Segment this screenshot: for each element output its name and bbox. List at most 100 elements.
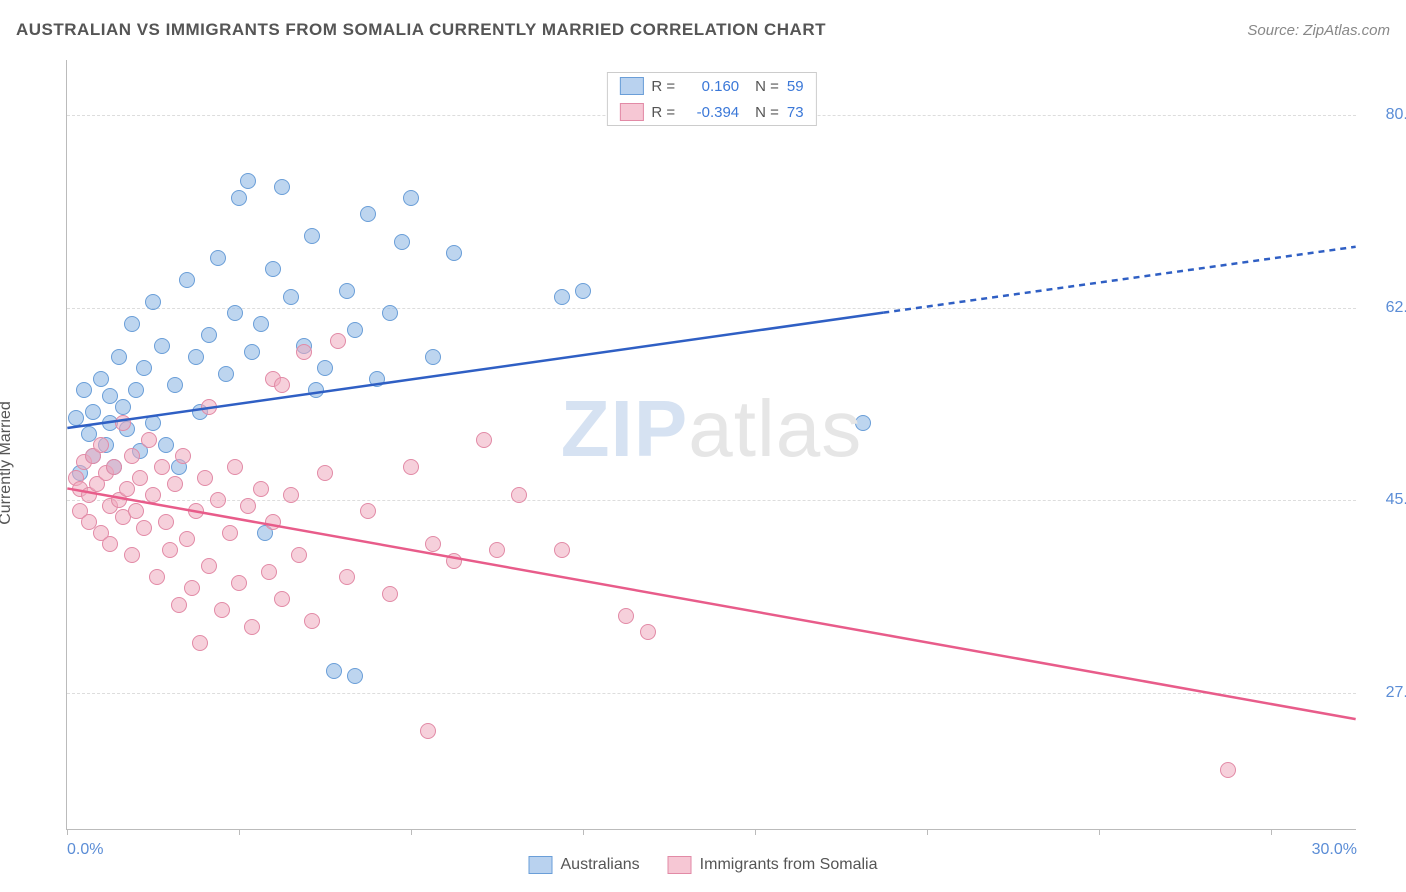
gridline (67, 500, 1356, 501)
scatter-point (296, 344, 312, 360)
scatter-point (158, 514, 174, 530)
scatter-point (339, 283, 355, 299)
scatter-point (141, 432, 157, 448)
scatter-point (149, 569, 165, 585)
scatter-point (1220, 762, 1236, 778)
scatter-point (575, 283, 591, 299)
scatter-point (283, 289, 299, 305)
scatter-point (210, 250, 226, 266)
scatter-point (201, 558, 217, 574)
scatter-point (244, 344, 260, 360)
scatter-point (136, 360, 152, 376)
scatter-point (188, 349, 204, 365)
source-prefix: Source: (1247, 22, 1303, 39)
y-tick-label: 62.5% (1366, 299, 1406, 317)
scatter-point (154, 338, 170, 354)
scatter-point (106, 459, 122, 475)
scatter-point (317, 360, 333, 376)
y-axis-label: Currently Married (0, 401, 15, 525)
scatter-point (261, 564, 277, 580)
scatter-point (124, 316, 140, 332)
scatter-point (339, 569, 355, 585)
scatter-point (274, 591, 290, 607)
scatter-point (360, 503, 376, 519)
scatter-point (192, 635, 208, 651)
x-tick-label: 0.0% (67, 841, 103, 859)
scatter-point (197, 470, 213, 486)
scatter-point (425, 536, 441, 552)
scatter-point (265, 514, 281, 530)
scatter-point (115, 415, 131, 431)
scatter-point (394, 234, 410, 250)
scatter-point (218, 366, 234, 382)
scatter-point (347, 668, 363, 684)
scatter-point (640, 624, 656, 640)
scatter-point (511, 487, 527, 503)
scatter-point (68, 410, 84, 426)
scatter-point (179, 272, 195, 288)
gridline (67, 693, 1356, 694)
scatter-point (253, 316, 269, 332)
scatter-point (145, 294, 161, 310)
n-label: N = (755, 78, 779, 95)
chart-source: Source: ZipAtlas.com (1247, 22, 1390, 39)
watermark-a: ZIP (561, 384, 688, 473)
legend-series: Australians Immigrants from Somalia (529, 856, 878, 874)
scatter-point (291, 547, 307, 563)
x-tick (927, 829, 928, 835)
scatter-point (265, 261, 281, 277)
scatter-point (201, 327, 217, 343)
legend-item: Immigrants from Somalia (668, 856, 878, 874)
x-tick (583, 829, 584, 835)
scatter-point (158, 437, 174, 453)
scatter-point (154, 459, 170, 475)
scatter-point (102, 536, 118, 552)
scatter-point (227, 305, 243, 321)
scatter-point (554, 289, 570, 305)
x-tick (239, 829, 240, 835)
chart-header: AUSTRALIAN VS IMMIGRANTS FROM SOMALIA CU… (16, 20, 1390, 40)
scatter-point (167, 476, 183, 492)
scatter-point (93, 371, 109, 387)
scatter-point (115, 399, 131, 415)
scatter-point (184, 580, 200, 596)
x-tick-label: 30.0% (1312, 841, 1357, 859)
legend-row: R = 0.160 N = 59 (607, 73, 815, 99)
x-tick (1271, 829, 1272, 835)
legend-swatch-pink (619, 103, 643, 121)
scatter-point (128, 382, 144, 398)
r-value: -0.394 (683, 104, 739, 121)
scatter-point (222, 525, 238, 541)
legend-label: Australians (561, 856, 640, 874)
scatter-point (214, 602, 230, 618)
legend-swatch-pink (668, 856, 692, 874)
x-tick (755, 829, 756, 835)
scatter-point (330, 333, 346, 349)
scatter-point (119, 481, 135, 497)
scatter-point (382, 586, 398, 602)
scatter-point (317, 465, 333, 481)
scatter-point (382, 305, 398, 321)
scatter-point (111, 349, 127, 365)
scatter-point (175, 448, 191, 464)
scatter-point (132, 470, 148, 486)
scatter-point (308, 382, 324, 398)
scatter-point (227, 459, 243, 475)
scatter-point (136, 520, 152, 536)
scatter-point (240, 498, 256, 514)
n-label: N = (755, 104, 779, 121)
legend-correlation: R = 0.160 N = 59 R = -0.394 N = 73 (606, 72, 816, 126)
scatter-point (124, 448, 140, 464)
legend-row: R = -0.394 N = 73 (607, 99, 815, 125)
plot-region: ZIPatlas R = 0.160 N = 59 R = -0.394 N =… (66, 60, 1356, 830)
r-label: R = (651, 104, 675, 121)
scatter-point (420, 723, 436, 739)
r-label: R = (651, 78, 675, 95)
trend-lines (67, 60, 1356, 829)
x-tick (411, 829, 412, 835)
scatter-point (244, 619, 260, 635)
scatter-point (476, 432, 492, 448)
scatter-point (489, 542, 505, 558)
y-tick-label: 80.0% (1366, 106, 1406, 124)
scatter-point (231, 190, 247, 206)
